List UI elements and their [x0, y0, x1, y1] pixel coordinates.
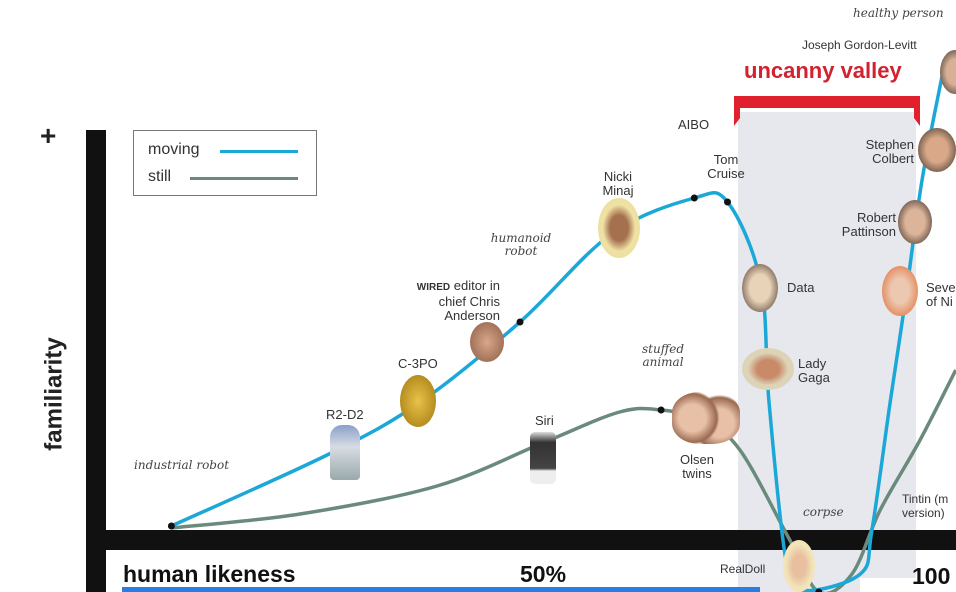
x-axis	[86, 530, 956, 550]
label-joseph-gordon-levitt: Joseph Gordon-Levitt	[802, 38, 917, 52]
x-axis-label: human likeness	[123, 561, 296, 587]
label-aibo: AIBO	[678, 117, 710, 132]
nicki-minaj-face	[598, 198, 640, 258]
jgl-face	[940, 50, 956, 94]
data-point-moving	[516, 318, 524, 326]
label-tom-cruise: Tom Cruise	[707, 152, 745, 181]
label-nicki-minaj: Nicki Minaj	[602, 169, 634, 198]
mask-box	[860, 578, 956, 592]
x-tick-50: 50%	[520, 561, 567, 587]
data-point-moving	[690, 194, 698, 202]
data-point-still	[815, 588, 823, 592]
label-seven-of-nine: Seve of Ni	[926, 280, 956, 309]
legend-moving-line	[220, 150, 298, 153]
legend-still: still	[148, 168, 172, 185]
label-humanoid-robot: humanoid robot	[490, 231, 552, 258]
label-healthy-person: healthy person	[853, 6, 944, 20]
realdoll-face	[783, 540, 815, 592]
c3po-image	[400, 375, 436, 427]
data-point-moving	[167, 522, 175, 530]
label-data: Data	[787, 280, 815, 295]
label-realdoll: RealDoll	[720, 562, 766, 576]
label-olsen-twins: Olsen twins	[680, 452, 714, 481]
x-tick-100: 100	[912, 563, 951, 589]
seven-of-nine-face	[882, 266, 918, 316]
y-axis	[86, 130, 106, 592]
label-corpse: corpse	[803, 505, 844, 519]
label-c3po: C-3PO	[398, 356, 438, 371]
label-robert-pattinson: Robert Pattinson	[841, 210, 896, 239]
x-axis-underline	[122, 587, 760, 592]
label-wired-editor: WIRED editor in chief Chris Anderson	[410, 279, 500, 323]
chris-anderson-face	[470, 322, 504, 362]
label-lady-gaga: Lady Gaga	[798, 356, 830, 385]
label-siri: Siri	[535, 413, 554, 428]
data-point-still	[657, 406, 665, 414]
robert-pattinson-face	[898, 200, 932, 244]
stephen-colbert-face	[918, 128, 956, 172]
label-stuffed-animal: stuffed animal	[642, 342, 684, 369]
uncanny-valley-label: uncanny valley	[744, 58, 902, 83]
data-point-moving	[724, 198, 731, 206]
legend-moving: moving	[148, 141, 200, 158]
wired-editor-text: editor in chief Chris Anderson	[438, 278, 500, 323]
data-face	[742, 264, 778, 312]
label-stephen-colbert: Stephen Colbert	[865, 137, 914, 166]
lady-gaga-face	[742, 348, 794, 390]
y-axis-plus: +	[40, 120, 57, 151]
label-tintin: Tintin (m version)	[902, 492, 949, 520]
uncanny-valley-bracket	[734, 96, 920, 126]
legend-still-line	[190, 177, 298, 180]
siri-phone-image	[530, 432, 556, 484]
olsen-twins-face	[672, 392, 740, 444]
wired-logo-text: WIRED	[416, 282, 451, 293]
r2d2-image	[330, 425, 360, 480]
legend: moving still	[133, 130, 317, 196]
label-industrial-robot: industrial robot	[134, 458, 230, 472]
y-axis-label: familiarity	[40, 337, 68, 451]
label-r2d2: R2-D2	[326, 407, 364, 422]
